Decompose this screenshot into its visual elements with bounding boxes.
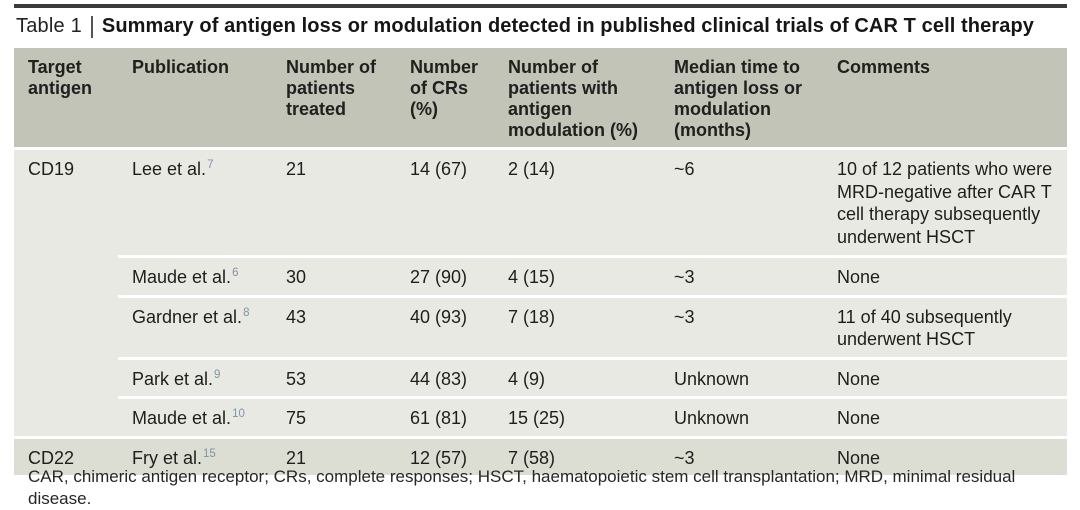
reference-superscript: 9 (214, 368, 221, 381)
cell-antigen-modulation: 4 (15) (494, 255, 660, 295)
column-header-patients-treated: Number of patients treated (286, 57, 376, 119)
cell-antigen-modulation: 2 (14) (508, 159, 556, 179)
publication-name: Park et al. (132, 368, 214, 389)
table-header-row: Target antigen Publication Number of pat… (14, 48, 1067, 147)
column-header-crs: Number of CRs (%) (410, 57, 479, 119)
cell-median-time: ~3 (674, 447, 695, 468)
title-divider (90, 15, 93, 38)
column-header-antigen-modulation: Number of patients with antigen modulati… (508, 57, 638, 140)
cell-comments: None (837, 447, 881, 468)
cell-median-time: ~6 (674, 159, 695, 179)
cell-crs: 14 (67) (410, 159, 468, 179)
publication-name: Maude et al. (132, 267, 232, 287)
cell-median-time: ~3 (660, 255, 823, 295)
reference-superscript: 8 (243, 306, 250, 319)
table-title: Summary of antigen loss or modulation de… (101, 15, 1034, 37)
cell-target-antigen (14, 255, 118, 295)
reference-superscript: 7 (207, 159, 214, 171)
cell-publication: Gardner et al.8 (118, 294, 272, 357)
cell-patients-treated: 53 (272, 356, 396, 397)
cell-publication: Lee et al.7 (118, 150, 272, 255)
cell-antigen-modulation: 15 (25) (494, 396, 660, 436)
cell-median-time: ~3 (660, 294, 823, 357)
cell-patients-treated: 21 (286, 159, 307, 179)
cell-publication: Park et al.9 (118, 356, 272, 397)
column-header-publication: Publication (132, 57, 230, 77)
cell-target-antigen (14, 396, 118, 436)
cell-crs: 61 (81) (396, 396, 494, 436)
cell-crs: 44 (83) (396, 356, 494, 397)
publication-name: Fry et al. (132, 447, 203, 468)
antigen-group-cd19: CD19 Lee et al.7 21 14 (67) 2 (14) ~6 10… (14, 147, 1067, 436)
cell-comments: None (823, 396, 1067, 436)
column-header-target-antigen: Target antigen (28, 57, 93, 98)
cell-publication: Maude et al.6 (118, 255, 272, 295)
publication-name: Gardner et al. (132, 306, 243, 327)
cell-comments: 10 of 12 patients who were MRD-negative … (837, 159, 1053, 247)
cell-target-antigen (14, 357, 118, 397)
table-number: Table 1 (16, 15, 82, 37)
cell-crs: 12 (57) (410, 447, 468, 468)
cell-antigen-modulation: 7 (18) (494, 294, 660, 357)
cell-crs: 40 (93) (396, 294, 494, 357)
cell-target-antigen (14, 295, 118, 357)
cell-median-time: Unknown (660, 396, 823, 436)
table-row: CD22 Fry et al.15 21 12 (57) 7 (58) ~3 N… (14, 439, 1067, 476)
cell-antigen-modulation: 4 (9) (494, 356, 660, 397)
cell-target-antigen: CD19 (28, 159, 75, 179)
cell-comments: None (823, 356, 1067, 397)
cell-comments: None (823, 255, 1067, 295)
cell-patients-treated: 43 (272, 294, 396, 357)
cell-patients-treated: 30 (272, 255, 396, 295)
cell-crs: 27 (90) (396, 255, 494, 295)
antigen-group-cd22: CD22 Fry et al.15 21 12 (57) 7 (58) ~3 N… (14, 435, 1067, 476)
cell-patients-treated: 75 (272, 396, 396, 436)
publication-name: Maude et al. (132, 408, 232, 428)
top-rule (14, 4, 1067, 8)
table-row: CD19 Lee et al.7 21 14 (67) 2 (14) ~6 10… (14, 150, 1067, 255)
publication-name: Lee et al. (132, 159, 207, 179)
table-footnote: CAR, chimeric antigen receptor; CRs, com… (28, 467, 1016, 509)
cell-median-time: Unknown (660, 356, 823, 397)
cell-publication: Fry et al.15 (118, 439, 272, 476)
cell-patients-treated: 21 (286, 447, 307, 468)
reference-superscript: 6 (232, 267, 239, 279)
column-header-comments: Comments (837, 57, 931, 77)
table-row: Maude et al.6 30 27 (90) 4 (15) ~3 None (14, 255, 1067, 295)
table-row: Gardner et al.8 43 40 (93) 7 (18) ~3 11 … (14, 294, 1067, 357)
reference-superscript: 15 (203, 447, 216, 460)
cell-antigen-modulation: 7 (58) (508, 447, 556, 468)
table-row: Maude et al.10 75 61 (81) 15 (25) Unknow… (14, 396, 1067, 436)
cell-publication: Maude et al.10 (118, 396, 272, 436)
table-caption: Table 1 Summary of antigen loss or modul… (16, 15, 1034, 38)
column-header-median-time: Median time to antigen loss or modulatio… (674, 57, 803, 140)
data-table: Target antigen Publication Number of pat… (14, 48, 1067, 475)
reference-superscript: 10 (232, 408, 245, 420)
cell-comments: 11 of 40 subsequently underwent HSCT (823, 294, 1067, 357)
cell-target-antigen: CD22 (28, 447, 75, 468)
table-row: Park et al.9 53 44 (83) 4 (9) Unknown No… (14, 356, 1067, 397)
